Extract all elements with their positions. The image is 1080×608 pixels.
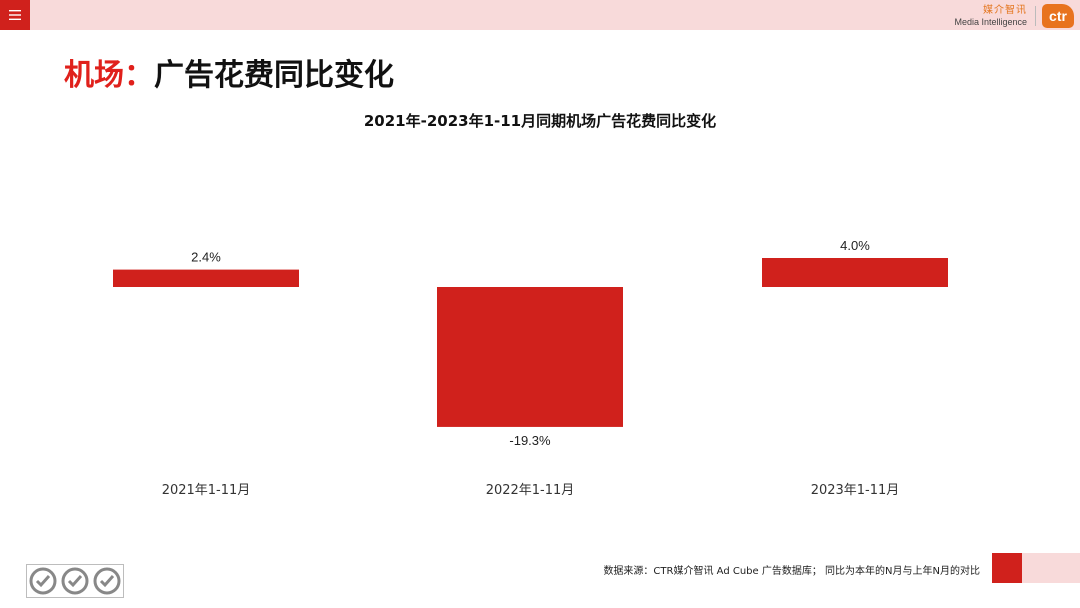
data-label-1: 2.4% <box>191 250 221 265</box>
ctr-logo: ctr <box>1042 4 1074 28</box>
brand-logo-group: 媒介智讯 Media Intelligence ctr <box>954 3 1074 29</box>
data-label-2: -19.3% <box>509 433 551 448</box>
category-label-1: 2021年1-11月 <box>162 483 251 498</box>
category-label-2: 2022年1-11月 <box>486 483 575 498</box>
top-bar <box>0 0 1080 30</box>
footer-accent-block <box>992 553 1022 583</box>
brand-name-en: Media Intelligence <box>954 16 1027 27</box>
footer-accent-strip <box>1022 553 1080 583</box>
sgs-certification-badge <box>26 564 124 598</box>
page-title-accent: 机场： <box>64 58 154 93</box>
chart-title: 2021年-2023年1-11月同期机场广告花费同比变化 <box>363 112 717 130</box>
brand-name-cn: 媒介智讯 <box>983 4 1027 16</box>
bar-1 <box>113 269 299 287</box>
data-source-note: 数据来源：CTR媒介智讯 Ad Cube 广告数据库； 同比为本年的N月与上年N… <box>603 566 980 577</box>
category-label-3: 2023年1-11月 <box>811 483 900 498</box>
page-title-main: 广告花费同比变化 <box>154 58 394 93</box>
hamburger-menu-icon <box>9 10 21 20</box>
bar-2 <box>437 287 623 427</box>
sgs-certification-icon <box>93 567 121 595</box>
bar-chart: 2.4% 2021年1-11月 -19.3% 2022年1-11月 4.0% 2023年1… <box>113 238 948 498</box>
bar-3 <box>762 258 948 287</box>
menu-button[interactable] <box>0 0 30 30</box>
sgs-certification-icon <box>61 567 89 595</box>
sgs-certification-icon <box>29 567 57 595</box>
brand-divider <box>1035 6 1036 26</box>
data-label-3: 4.0% <box>840 238 870 253</box>
page-title: 机场：广告花费同比变化 <box>64 50 394 94</box>
